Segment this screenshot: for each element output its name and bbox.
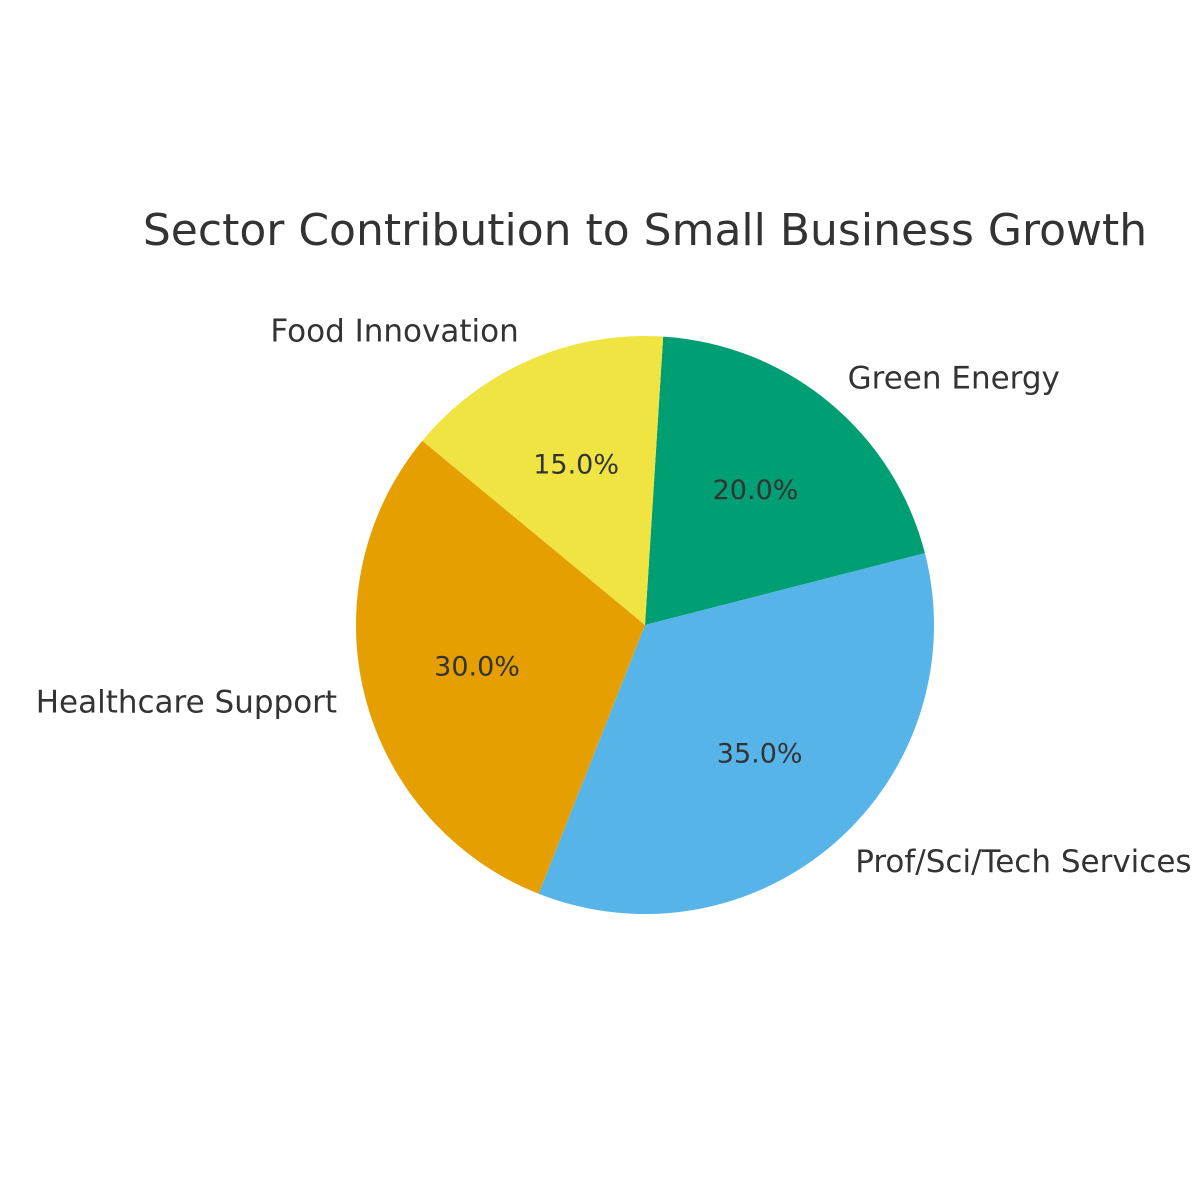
percent-label: 35.0% [717,739,803,770]
percent-label: 15.0% [533,449,619,480]
pie-slice [538,553,934,914]
pie-slice [422,336,664,625]
pie-slice [645,336,925,625]
percent-label: 20.0% [713,475,799,506]
slice-label: Healthcare Support [36,685,337,721]
slice-label: Prof/Sci/Tech Services [855,844,1191,880]
percent-label: 30.0% [434,652,520,683]
slice-label: Green Energy [848,361,1060,397]
pie-slice [355,440,645,894]
chart-title: Sector Contribution to Small Business Gr… [143,205,1147,256]
slice-label: Food Innovation [270,314,518,350]
